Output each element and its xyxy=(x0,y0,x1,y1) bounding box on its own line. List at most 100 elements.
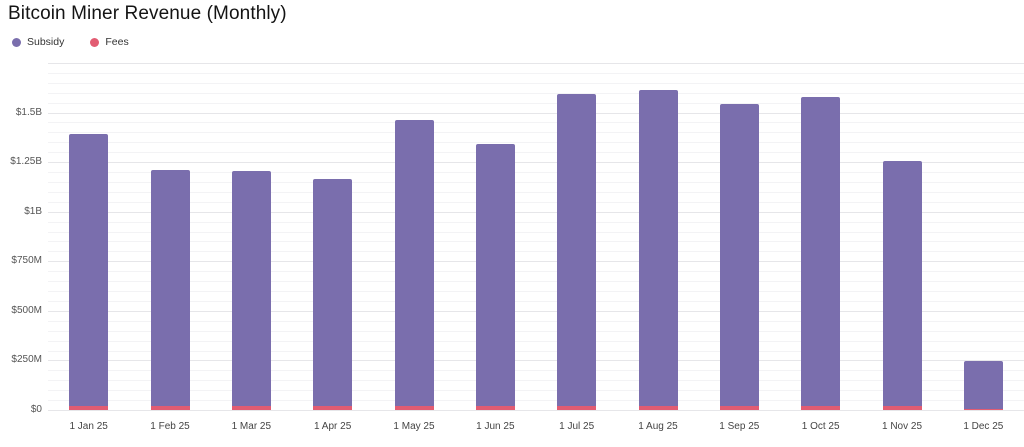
gridline xyxy=(48,92,1024,94)
gridline xyxy=(48,132,1024,134)
fees-segment xyxy=(882,406,922,410)
fees-segment xyxy=(719,406,759,410)
gridline xyxy=(48,162,1024,164)
subsidy-segment xyxy=(231,171,271,407)
gridline xyxy=(48,291,1024,293)
gridline xyxy=(48,410,1024,411)
x-axis-tick: 1 May 25 xyxy=(393,421,435,432)
gridline xyxy=(48,370,1024,372)
fees-segment xyxy=(150,406,190,410)
fees-segment xyxy=(313,406,353,410)
gridline xyxy=(48,172,1024,174)
x-axis-tick: 1 Sep 25 xyxy=(719,421,760,432)
bar-1-jul-25[interactable] xyxy=(557,93,597,410)
fees-segment xyxy=(231,406,271,410)
bar-1-dec-25[interactable] xyxy=(963,361,1003,410)
subsidy-segment xyxy=(638,89,678,407)
gridline xyxy=(48,211,1024,213)
fees-segment xyxy=(475,406,515,410)
chart-title: Bitcoin Miner Revenue (Monthly) xyxy=(8,3,287,24)
bar-1-jan-25[interactable] xyxy=(69,134,109,410)
x-axis-tick: 1 Jul 25 xyxy=(559,421,595,432)
fees-legend-dot-icon xyxy=(90,37,100,47)
bar-1-nov-25[interactable] xyxy=(882,161,922,410)
gridline xyxy=(48,63,1024,64)
subsidy-segment xyxy=(801,96,841,407)
bar-1-aug-25[interactable] xyxy=(638,89,678,410)
subsidy-segment xyxy=(150,170,190,407)
y-axis-tick: $1B xyxy=(24,205,42,217)
subsidy-segment xyxy=(719,103,759,407)
subsidy-segment xyxy=(475,144,515,407)
bar-1-mar-25[interactable] xyxy=(231,171,271,410)
gridline xyxy=(48,231,1024,233)
gridline xyxy=(48,112,1024,114)
subsidy-segment xyxy=(394,119,434,407)
gridline xyxy=(48,152,1024,154)
fees-segment xyxy=(963,408,1003,410)
bar-1-jun-25[interactable] xyxy=(475,144,515,410)
subsidy-legend-dot-icon xyxy=(12,37,21,47)
fees-segment xyxy=(394,406,434,410)
gridline xyxy=(48,390,1024,392)
gridline xyxy=(48,72,1024,74)
gridline xyxy=(48,241,1024,243)
subsidy-segment xyxy=(963,361,1003,409)
fees-segment xyxy=(638,406,678,410)
y-axis-tick: $750M xyxy=(11,255,42,267)
y-axis-tick: $0 xyxy=(30,404,42,415)
x-axis-tick: 1 Apr 25 xyxy=(314,421,352,432)
bar-1-oct-25[interactable] xyxy=(801,96,841,410)
y-axis-tick: $1.25B xyxy=(10,156,42,168)
y-axis-tick: $1.5B xyxy=(15,106,42,118)
x-axis-tick: 1 Jan 25 xyxy=(69,421,108,432)
fees-segment xyxy=(801,406,841,410)
subsidy-segment xyxy=(69,134,109,407)
gridline xyxy=(48,350,1024,352)
x-axis-tick: 1 Feb 25 xyxy=(150,421,190,432)
x-axis-tick: 1 Aug 25 xyxy=(638,421,678,432)
subsidy-segment xyxy=(557,93,597,407)
subsidy-segment xyxy=(313,179,353,407)
gridline xyxy=(48,330,1024,332)
gridline xyxy=(48,221,1024,223)
gridline xyxy=(48,310,1024,312)
x-axis-tick: 1 Nov 25 xyxy=(881,421,923,432)
gridline xyxy=(48,251,1024,253)
bar-1-may-25[interactable] xyxy=(394,119,434,410)
x-axis-tick: 1 Jun 25 xyxy=(476,421,515,432)
gridline xyxy=(48,281,1024,283)
x-axis-tick: 1 Mar 25 xyxy=(231,421,272,432)
bar-1-feb-25[interactable] xyxy=(150,170,190,410)
x-axis-tick: 1 Dec 25 xyxy=(963,421,1004,432)
gridline xyxy=(48,181,1024,183)
gridline xyxy=(48,82,1024,84)
gridline xyxy=(48,102,1024,104)
legend: Subsidy Fees xyxy=(12,36,129,48)
fees-segment xyxy=(557,406,597,410)
subsidy-segment xyxy=(882,161,922,407)
gridline xyxy=(48,142,1024,144)
gridline xyxy=(48,400,1024,402)
gridline xyxy=(48,380,1024,382)
gridline xyxy=(48,261,1024,263)
legend-item-subsidy[interactable]: Subsidy xyxy=(12,36,64,48)
x-axis-tick: 1 Oct 25 xyxy=(801,421,840,432)
gridline xyxy=(48,201,1024,203)
gridline xyxy=(48,191,1024,193)
gridline xyxy=(48,340,1024,342)
gridline xyxy=(48,122,1024,124)
legend-item-fees[interactable]: Fees xyxy=(90,36,129,48)
legend-label: Subsidy xyxy=(27,36,65,48)
legend-label: Fees xyxy=(105,36,129,48)
gridline xyxy=(48,320,1024,322)
y-axis-tick: $250M xyxy=(11,354,42,366)
gridline xyxy=(48,300,1024,302)
bar-1-sep-25[interactable] xyxy=(719,103,759,410)
bar-1-apr-25[interactable] xyxy=(313,179,353,410)
gridline xyxy=(48,271,1024,273)
fees-segment xyxy=(69,406,109,410)
y-axis-tick: $500M xyxy=(11,304,42,316)
gridline xyxy=(48,360,1024,362)
